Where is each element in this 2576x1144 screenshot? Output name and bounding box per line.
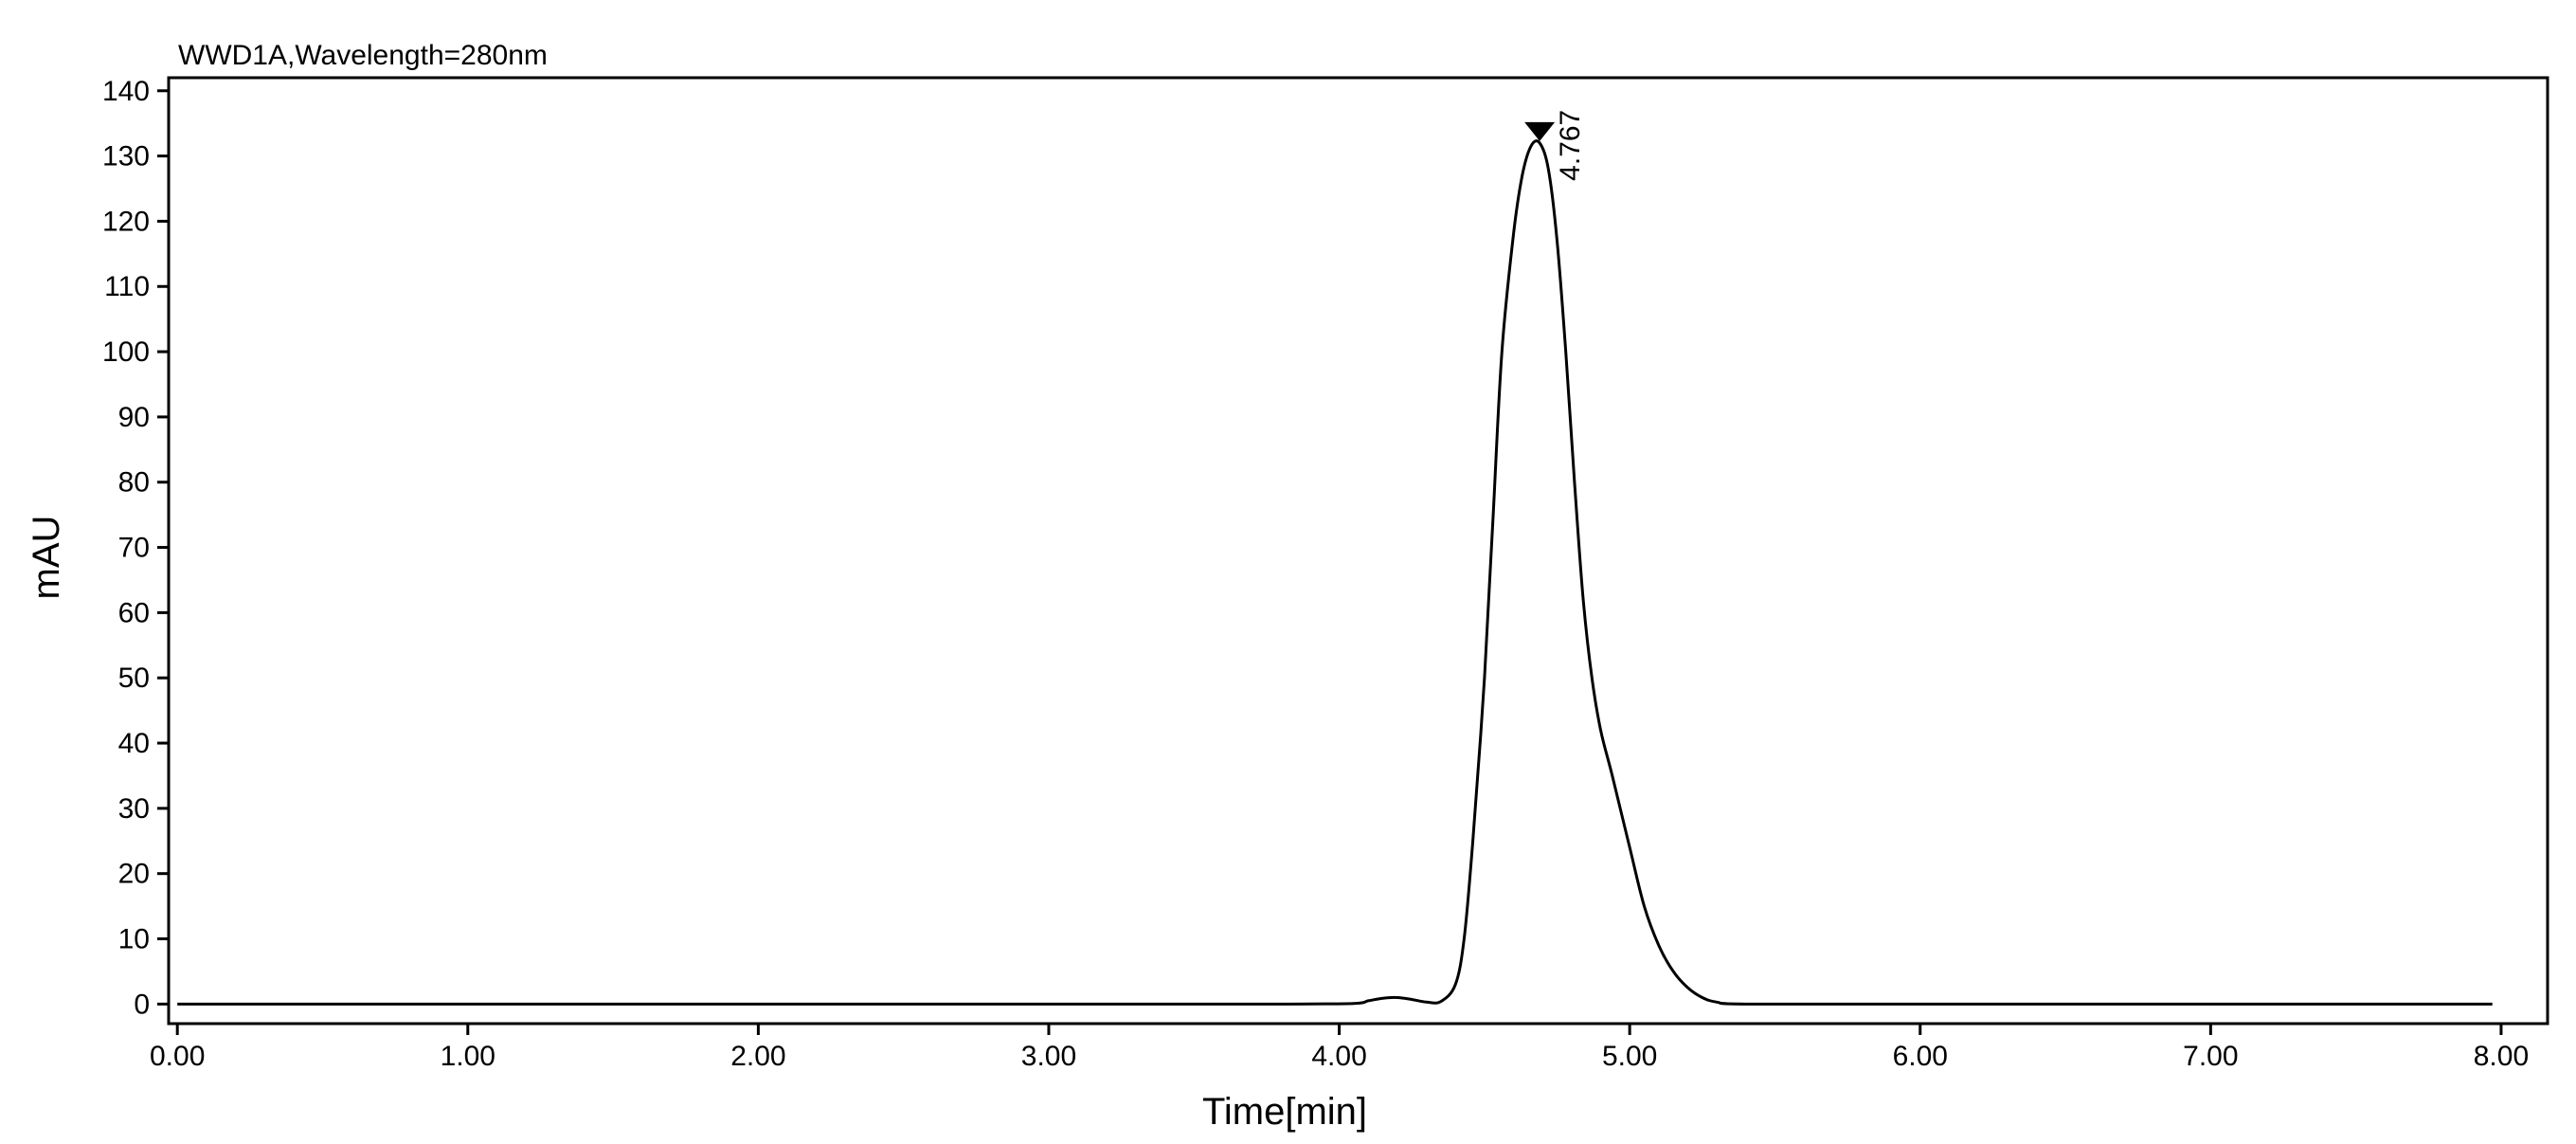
x-axis-title: Time[min] [1202,1091,1367,1133]
y-tick-label: 100 [102,336,150,368]
y-tick-label: 90 [118,402,150,433]
signal-trace [177,139,2493,1007]
y-tick-label: 140 [102,76,150,107]
y-tick-label: 10 [118,924,150,955]
y-tick-label: 80 [118,467,150,499]
chart-title: WWD1A,Wavelength=280nm [178,40,548,71]
y-tick-label: 130 [102,141,150,173]
y-axis: 0 10 20 30 40 50 60 70 80 90 100 110 120 130 140 [102,76,169,1020]
x-tick-label: 7.00 [2183,1041,2238,1072]
peak-annotations: 4.767 [1524,110,1586,181]
y-tick-label: 0 [134,989,150,1020]
y-tick-label: 110 [104,271,150,302]
plot-frame [167,76,2549,1026]
y-tick-label: 30 [118,793,150,825]
y-tick-label: 40 [118,728,150,759]
x-tick-label: 3.00 [1021,1041,1076,1072]
x-tick-label: 2.00 [730,1041,785,1072]
y-tick-label: 120 [102,206,150,237]
y-axis-title: mAU [26,516,67,600]
x-tick-label: 1.00 [441,1041,495,1072]
x-tick-label: 4.00 [1311,1041,1366,1072]
peak-label: 4.767 [1555,110,1586,181]
x-tick-label: 0.00 [150,1041,205,1072]
x-axis: 0.00 1.00 2.00 3.00 4.00 5.00 6.00 7.00 8.00 [150,1024,2529,1072]
y-tick-label: 70 [118,533,150,564]
peak-marker [1524,121,1556,141]
y-tick-label: 60 [118,597,150,628]
x-tick-label: 6.00 [1893,1041,1948,1072]
x-tick-label: 8.00 [2474,1041,2529,1072]
x-tick-label: 5.00 [1602,1041,1657,1072]
y-tick-label: 50 [118,663,150,694]
y-tick-label: 20 [118,859,150,890]
